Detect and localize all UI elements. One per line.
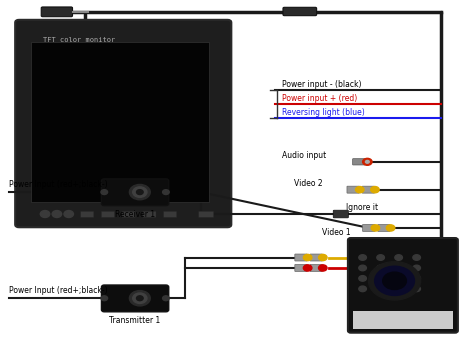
Circle shape	[413, 265, 420, 271]
Circle shape	[137, 296, 143, 301]
Text: Power input + (red): Power input + (red)	[282, 94, 357, 103]
Circle shape	[359, 276, 366, 281]
Text: Power Input (red+;black-): Power Input (red+;black-)	[9, 286, 108, 295]
Text: Video 2: Video 2	[294, 179, 322, 188]
Text: Reversing light (blue): Reversing light (blue)	[282, 108, 365, 117]
FancyBboxPatch shape	[363, 224, 375, 231]
Circle shape	[319, 254, 327, 261]
Circle shape	[363, 158, 372, 165]
Circle shape	[101, 296, 108, 301]
Circle shape	[52, 211, 62, 218]
Text: Power input - (black): Power input - (black)	[282, 80, 362, 89]
Circle shape	[303, 254, 312, 261]
Circle shape	[368, 262, 420, 300]
FancyBboxPatch shape	[295, 254, 307, 261]
Circle shape	[377, 286, 384, 292]
Text: Power Input (red+;black-): Power Input (red+;black-)	[9, 180, 108, 189]
Circle shape	[101, 190, 108, 195]
FancyBboxPatch shape	[101, 285, 169, 312]
FancyBboxPatch shape	[353, 159, 365, 165]
FancyBboxPatch shape	[101, 179, 169, 206]
Circle shape	[377, 265, 384, 271]
FancyBboxPatch shape	[122, 211, 136, 218]
Circle shape	[371, 187, 379, 193]
Circle shape	[413, 255, 420, 260]
FancyBboxPatch shape	[378, 224, 390, 231]
Text: Audio input: Audio input	[282, 151, 326, 160]
FancyBboxPatch shape	[347, 186, 359, 193]
Circle shape	[163, 296, 169, 301]
Circle shape	[371, 225, 380, 231]
Circle shape	[383, 272, 406, 290]
Circle shape	[40, 211, 50, 218]
Circle shape	[413, 286, 420, 292]
FancyBboxPatch shape	[310, 264, 322, 271]
Circle shape	[395, 255, 402, 260]
Circle shape	[374, 266, 414, 295]
FancyBboxPatch shape	[310, 254, 322, 261]
FancyBboxPatch shape	[295, 264, 307, 271]
FancyBboxPatch shape	[362, 186, 374, 193]
Circle shape	[129, 291, 150, 306]
Circle shape	[359, 286, 366, 292]
Circle shape	[377, 276, 384, 281]
Text: Receiver 1: Receiver 1	[115, 210, 155, 219]
Circle shape	[377, 255, 384, 260]
Circle shape	[137, 190, 143, 195]
Text: Transmitter 1: Transmitter 1	[109, 316, 161, 325]
FancyBboxPatch shape	[283, 7, 317, 16]
Circle shape	[64, 211, 73, 218]
FancyBboxPatch shape	[348, 238, 458, 333]
Circle shape	[319, 265, 327, 271]
Circle shape	[163, 190, 169, 195]
FancyBboxPatch shape	[15, 20, 231, 227]
Circle shape	[133, 293, 147, 303]
Circle shape	[303, 265, 312, 271]
Circle shape	[386, 225, 395, 231]
Circle shape	[359, 255, 366, 260]
FancyBboxPatch shape	[164, 211, 177, 218]
Circle shape	[133, 187, 147, 197]
Text: TFT color monitor: TFT color monitor	[43, 37, 115, 42]
Bar	[31, 42, 209, 202]
Circle shape	[129, 184, 150, 200]
Circle shape	[359, 265, 366, 271]
Text: Ignore it: Ignore it	[346, 203, 378, 212]
FancyBboxPatch shape	[143, 211, 156, 218]
FancyBboxPatch shape	[41, 7, 73, 17]
Circle shape	[413, 276, 420, 281]
FancyBboxPatch shape	[101, 211, 115, 218]
FancyBboxPatch shape	[81, 211, 94, 218]
Circle shape	[356, 187, 364, 193]
FancyBboxPatch shape	[199, 211, 214, 218]
Circle shape	[395, 265, 402, 271]
Bar	[353, 311, 453, 329]
Circle shape	[365, 160, 369, 163]
Text: Video 1: Video 1	[322, 228, 351, 237]
FancyBboxPatch shape	[333, 210, 348, 218]
